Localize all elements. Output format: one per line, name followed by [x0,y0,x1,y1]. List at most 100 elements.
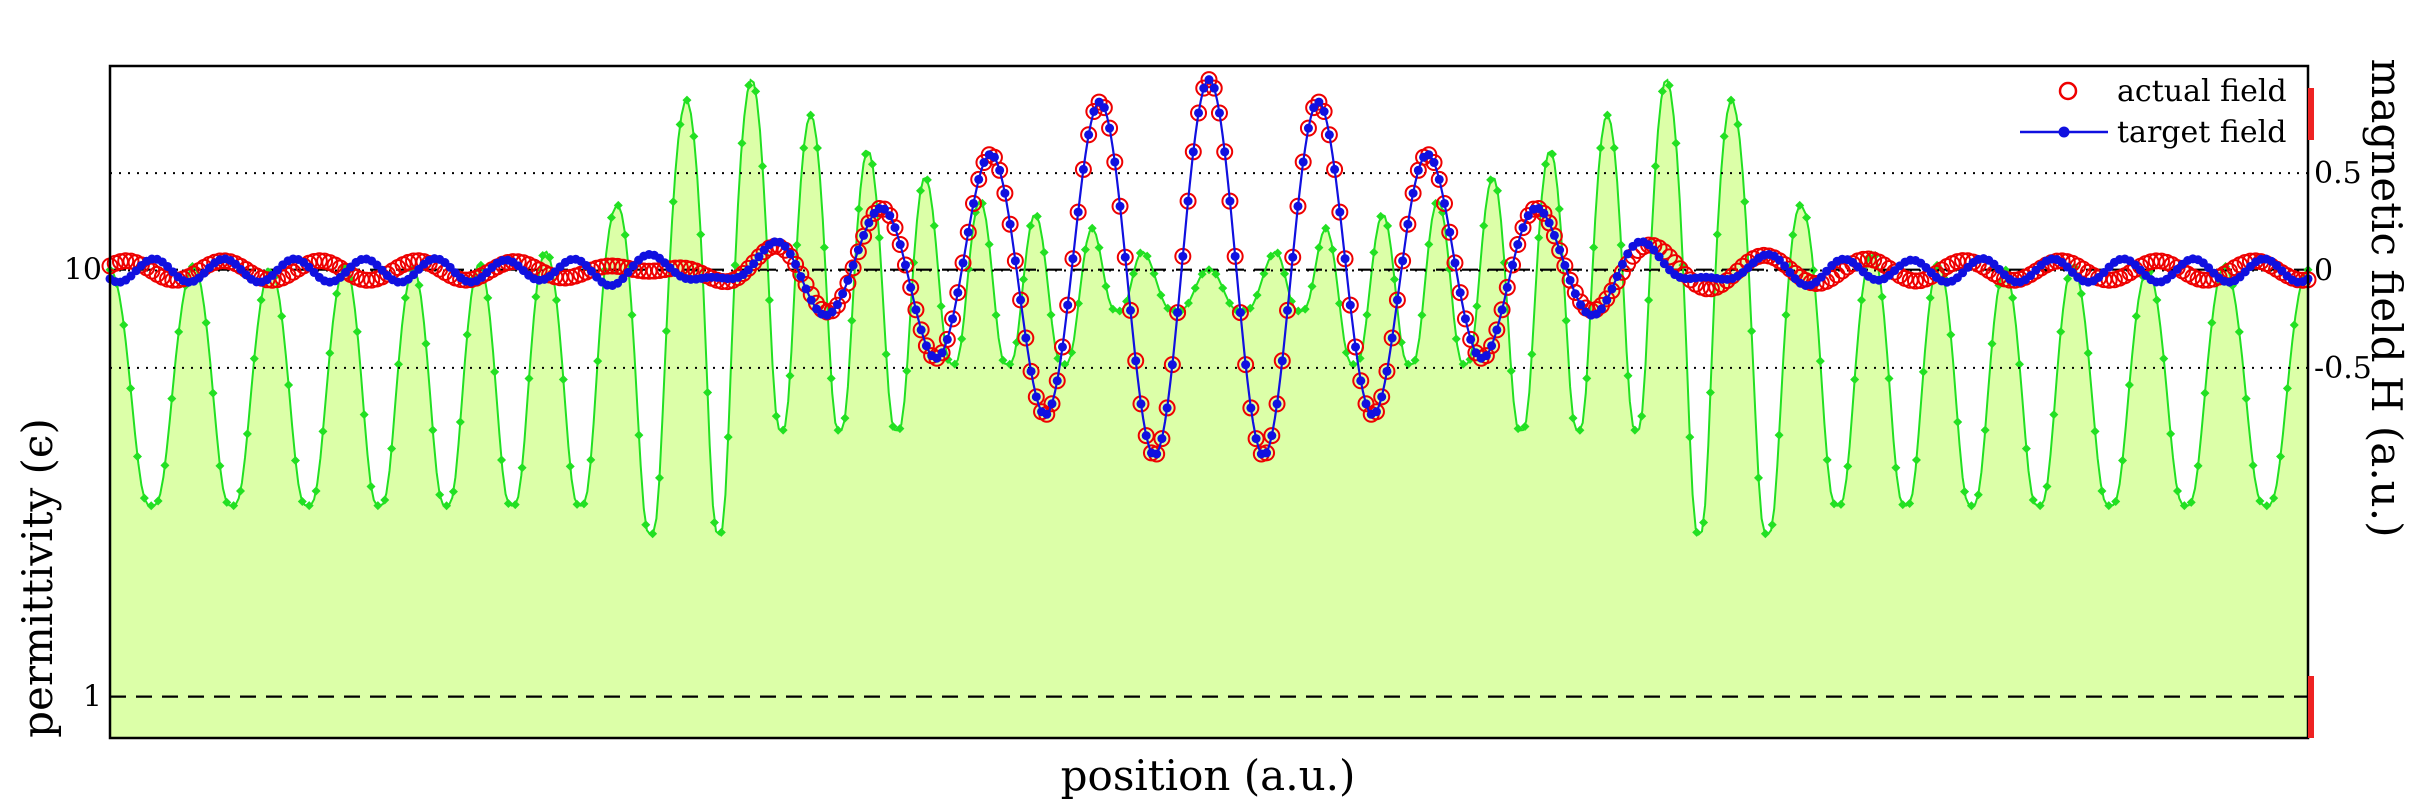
target-field-point [880,204,890,214]
target-field-point [1654,252,1664,262]
target-field-point [1649,245,1659,255]
permittivity-point [916,186,926,196]
target-field-point [1188,147,1198,157]
target-field-point [1214,108,1224,118]
actual-field-point [1043,395,1061,413]
permittivity-point [1575,425,1585,435]
permittivity-point [290,455,300,465]
permittivity-point [1630,425,1640,435]
permittivity-point [332,289,342,299]
permittivity-point [2028,495,2038,505]
permittivity-point [2131,311,2141,321]
actual-field-point [1456,310,1474,328]
target-field-point [1424,150,1434,160]
left-axis-tick-label: 10 [64,253,102,288]
field-layer [101,71,2317,463]
permittivity-point [682,95,692,105]
permittivity-point [1527,349,1537,359]
target-field-point [1513,240,1523,250]
permittivity-point [957,334,967,344]
target-field-point [1319,106,1329,116]
permittivity-point [538,251,548,261]
permittivity-point [325,348,335,358]
permittivity-point [1836,499,1846,509]
actual-field-point [1907,272,1924,290]
target-field-point [1351,342,1361,352]
target-field-point [581,261,591,271]
permittivity-point [641,520,651,530]
permittivity-point [1300,304,1310,314]
target-field-point [1565,275,1575,285]
actual-field-point [1556,257,1574,275]
target-field-point [1225,196,1235,206]
permittivity-layer [105,78,2313,739]
target-field-point [1429,158,1439,168]
permittivity-point [2282,383,2292,393]
permittivity-point [2262,501,2272,511]
target-field-point [1408,188,1418,198]
permittivity-point [1802,213,1812,223]
target-field-point [1283,305,1292,315]
target-field-point [780,241,790,251]
permittivity-point [421,339,431,349]
target-field-point [853,245,863,255]
permittivity-point [943,354,953,364]
permittivity-point [1987,339,1997,349]
permittivity-point [503,499,513,509]
permittivity-point [1005,359,1015,369]
permittivity-point [826,373,836,383]
permittivity-point [709,518,719,528]
permittivity-point [1918,367,1928,377]
target-field-point [1157,434,1167,444]
actual-field-point [1247,430,1265,448]
permittivity-point [1142,251,1152,261]
permittivity-point [215,461,225,471]
permittivity-point [1410,355,1420,365]
permittivity-point [359,410,369,420]
target-field-point [1235,308,1245,318]
permittivity-point [1877,292,1887,302]
target-field-point [1141,431,1151,441]
actual-field-point [1299,119,1317,137]
target-field-point [1209,83,1219,93]
target-field-point [791,259,801,269]
actual-field-point [1190,104,1208,122]
left-axis-tick-label: 1 [83,680,102,715]
permittivity-point [1032,211,1042,221]
target-field-point [1010,256,1020,266]
target-field-point [1099,103,1109,113]
permittivity-point [222,497,232,507]
target-field-point [1774,255,1784,265]
permittivity-point [2104,501,2114,511]
permittivity-point [2111,496,2121,506]
permittivity-point [799,143,809,153]
permittivity-point [861,149,871,159]
actual-field-point [1770,252,1788,270]
permittivity-point [1705,387,1715,397]
right-edge-marker-bottom [2308,676,2314,738]
target-field-point [1324,130,1334,140]
permittivity-point [1362,310,1372,320]
permittivity-point [304,501,314,511]
permittivity-point [1808,265,1818,275]
target-field-point [1162,403,1172,413]
target-field-point [1460,314,1470,324]
actual-field-point [1436,194,1453,212]
actual-field-point [1551,242,1569,260]
target-field-point [1481,351,1491,361]
target-field-point [586,266,596,276]
target-field-point [1335,207,1345,217]
target-field-point [1659,259,1669,269]
permittivity-point [393,359,403,369]
permittivity-point [1822,455,1832,465]
permittivity-point [888,421,898,431]
permittivity-point [895,424,905,434]
permittivity-point [1328,245,1338,255]
target-field-point [1272,399,1282,409]
permittivity-point [627,310,637,320]
target-field-point [1073,207,1083,217]
actual-field-point [849,243,867,261]
permittivity-point [1541,159,1551,169]
permittivity-point [510,500,520,510]
